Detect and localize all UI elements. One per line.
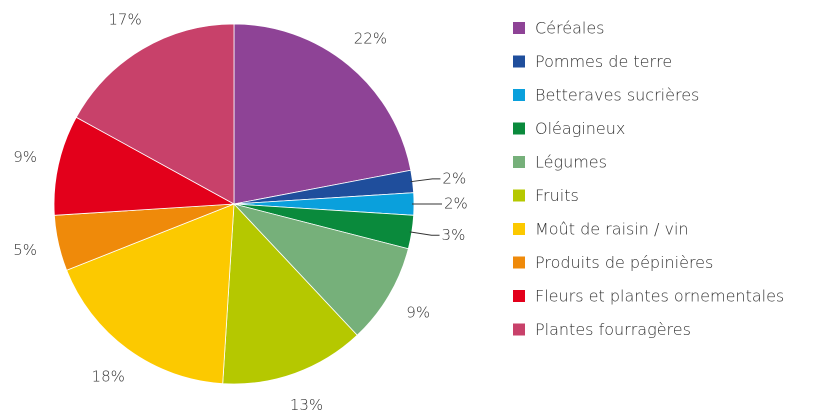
leader-line xyxy=(410,178,441,183)
legend-swatch xyxy=(513,223,525,235)
legend-label: Betteraves sucrières xyxy=(535,86,699,105)
pie-slice xyxy=(232,203,409,336)
pie-slice xyxy=(75,23,235,205)
legend-label: Fruits xyxy=(535,186,579,205)
legend-swatch xyxy=(513,22,525,34)
legend-label: Fleurs et plantes ornementales xyxy=(535,287,784,306)
leader-line xyxy=(409,231,440,236)
legend-label: Pommes de terre xyxy=(535,52,672,71)
data-label: 13% xyxy=(290,396,323,414)
legend-swatch xyxy=(513,122,525,135)
pie-slice xyxy=(222,203,358,385)
legend-swatch xyxy=(513,156,525,168)
data-label: 5% xyxy=(13,241,37,259)
legend: Céréales Pommes de terre Betteraves sucriè… xyxy=(513,19,784,339)
legend-label: Moût de raisin / vin xyxy=(535,220,689,239)
data-label: 9% xyxy=(406,303,430,321)
pie-slice xyxy=(233,23,412,205)
legend-swatch xyxy=(513,323,525,336)
legend-label: Légumes xyxy=(535,153,607,172)
legend-swatch xyxy=(513,256,525,269)
legend-swatch xyxy=(513,290,525,302)
data-label: 18% xyxy=(92,368,125,386)
pie-slice xyxy=(66,203,235,385)
legend-label: Oléagineux xyxy=(535,119,625,138)
data-label: 3% xyxy=(442,226,466,244)
legend-label: Céréales xyxy=(535,19,605,38)
legend-swatch xyxy=(513,55,525,68)
legend-label: Plantes fourragères xyxy=(535,320,691,339)
data-label: 2% xyxy=(444,195,468,213)
pie-slice xyxy=(53,116,236,216)
legend-swatch xyxy=(513,89,525,101)
data-label: 17% xyxy=(108,10,141,28)
data-label: 2% xyxy=(442,169,466,187)
pie: 22% 2% 2% 3% 9% 13% 18% 5% 9% 17% xyxy=(13,10,468,414)
legend-swatch xyxy=(513,189,525,202)
data-label: 9% xyxy=(13,148,37,166)
legend-label: Produits de pépinières xyxy=(535,253,713,272)
data-label: 22% xyxy=(354,30,387,48)
